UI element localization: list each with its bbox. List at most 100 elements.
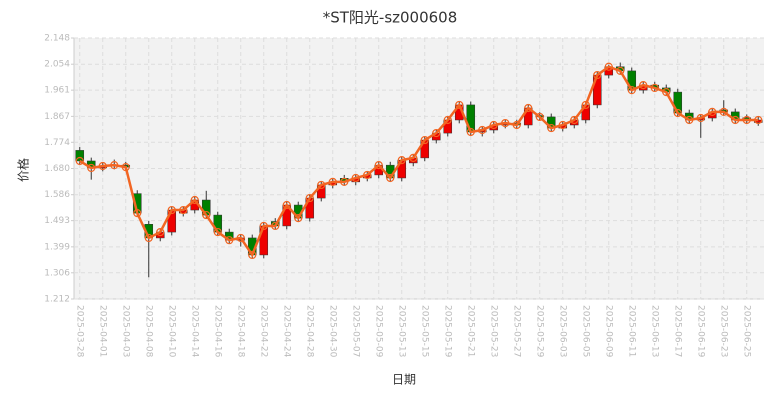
close-marker	[742, 115, 751, 125]
close-marker	[604, 62, 613, 71]
close-line	[79, 65, 759, 258]
close-marker	[524, 103, 533, 113]
x-tick-label: 2025-06-17	[672, 305, 682, 357]
chart-title: *ST阳光-sz000608	[323, 9, 458, 27]
y-axis-label: 价格	[16, 158, 31, 182]
x-tick-label: 2025-05-19	[442, 305, 452, 358]
close-marker	[397, 156, 406, 165]
close-marker	[271, 221, 280, 231]
x-tick-label: 2025-04-03	[120, 305, 130, 357]
close-marker	[593, 70, 602, 80]
x-tick-label: 2025-06-05	[580, 305, 590, 357]
close-marker	[501, 118, 510, 128]
x-tick-label: 2025-05-09	[373, 305, 383, 358]
x-tick-label: 2025-05-15	[419, 305, 429, 357]
close-marker	[179, 205, 188, 215]
close-marker	[75, 156, 84, 166]
close-marker	[639, 81, 648, 90]
x-tick-label: 2025-04-14	[189, 305, 199, 358]
y-tick-label: 1.680	[44, 164, 70, 174]
close-marker	[685, 115, 694, 125]
x-tick-label: 2025-04-24	[281, 305, 291, 358]
x-tick-label: 2025-06-25	[741, 305, 751, 357]
y-tick-label: 2.148	[44, 34, 70, 44]
x-tick-label: 2025-04-16	[212, 305, 222, 358]
x-tick-label: 2025-04-10	[166, 305, 176, 358]
x-tick-label: 2025-04-01	[97, 305, 107, 357]
x-tick-label: 2025-04-18	[235, 305, 245, 358]
y-tick-label: 1.399	[44, 242, 70, 252]
close-marker	[259, 221, 268, 231]
x-tick-label: 2025-06-13	[649, 305, 659, 357]
close-marker	[512, 120, 521, 130]
y-tick-label: 1.774	[44, 138, 70, 148]
x-tick-label: 2025-05-21	[465, 305, 475, 357]
x-tick-label: 2025-05-23	[488, 305, 498, 357]
close-marker	[466, 127, 475, 137]
close-marker	[156, 227, 165, 237]
close-marker	[650, 83, 659, 93]
x-tick-label: 2025-04-08	[143, 305, 153, 358]
close-marker	[696, 113, 705, 123]
x-tick-label: 2025-04-30	[327, 305, 337, 358]
close-marker	[98, 161, 107, 171]
close-marker	[443, 115, 452, 125]
y-tick-label: 1.212	[44, 295, 70, 305]
close-marker	[616, 66, 625, 76]
y-tick-label: 1.493	[44, 216, 70, 226]
close-marker	[662, 87, 671, 97]
close-marker	[328, 177, 337, 186]
x-tick-label: 2025-05-07	[350, 305, 360, 357]
x-tick-label: 2025-06-09	[603, 305, 613, 358]
close-marker	[409, 153, 418, 163]
x-axis-label: 日期	[392, 373, 416, 387]
close-marker	[478, 125, 487, 135]
close-marker	[581, 100, 590, 110]
y-tick-label: 2.054	[44, 60, 70, 70]
close-marker	[144, 233, 153, 243]
close-marker	[167, 205, 176, 215]
close-marker	[731, 115, 740, 125]
x-tick-label: 2025-05-29	[534, 305, 544, 358]
close-marker	[87, 163, 96, 173]
x-tick-label: 2025-03-28	[74, 305, 84, 358]
close-marker	[248, 250, 257, 260]
x-tick-label: 2025-05-13	[396, 305, 406, 357]
y-tick-label: 1.306	[44, 268, 70, 278]
close-marker	[202, 210, 211, 220]
x-tick-label: 2025-04-28	[304, 305, 314, 358]
close-marker	[190, 195, 199, 205]
close-marker	[317, 180, 326, 190]
close-marker	[489, 120, 498, 130]
close-marker	[719, 107, 728, 116]
close-marker	[432, 128, 441, 138]
close-marker	[294, 214, 303, 223]
y-tick-label: 1.867	[44, 112, 70, 122]
x-tick-label: 2025-06-11	[626, 305, 636, 357]
close-marker	[627, 86, 636, 95]
close-marker	[133, 209, 142, 218]
x-tick-label: 2025-06-19	[695, 305, 705, 358]
close-marker	[455, 100, 464, 110]
close-marker	[351, 173, 360, 183]
close-marker	[570, 115, 579, 125]
close-marker	[213, 227, 222, 237]
close-marker	[673, 108, 682, 118]
x-tick-label: 2025-06-03	[557, 305, 567, 357]
close-marker	[305, 193, 314, 203]
close-marker	[340, 177, 349, 186]
close-marker	[420, 135, 429, 145]
close-marker	[386, 173, 395, 183]
close-marker	[363, 170, 372, 180]
x-tick-label: 2025-05-27	[511, 305, 521, 357]
close-marker	[121, 163, 130, 172]
close-marker	[547, 123, 556, 133]
close-marker	[236, 233, 245, 243]
close-marker	[225, 236, 234, 245]
y-tick-label: 1.586	[44, 190, 70, 200]
close-marker	[110, 161, 119, 170]
close-marker	[754, 115, 763, 125]
close-marker	[282, 200, 291, 210]
x-tick-label: 2025-06-23	[718, 305, 728, 357]
